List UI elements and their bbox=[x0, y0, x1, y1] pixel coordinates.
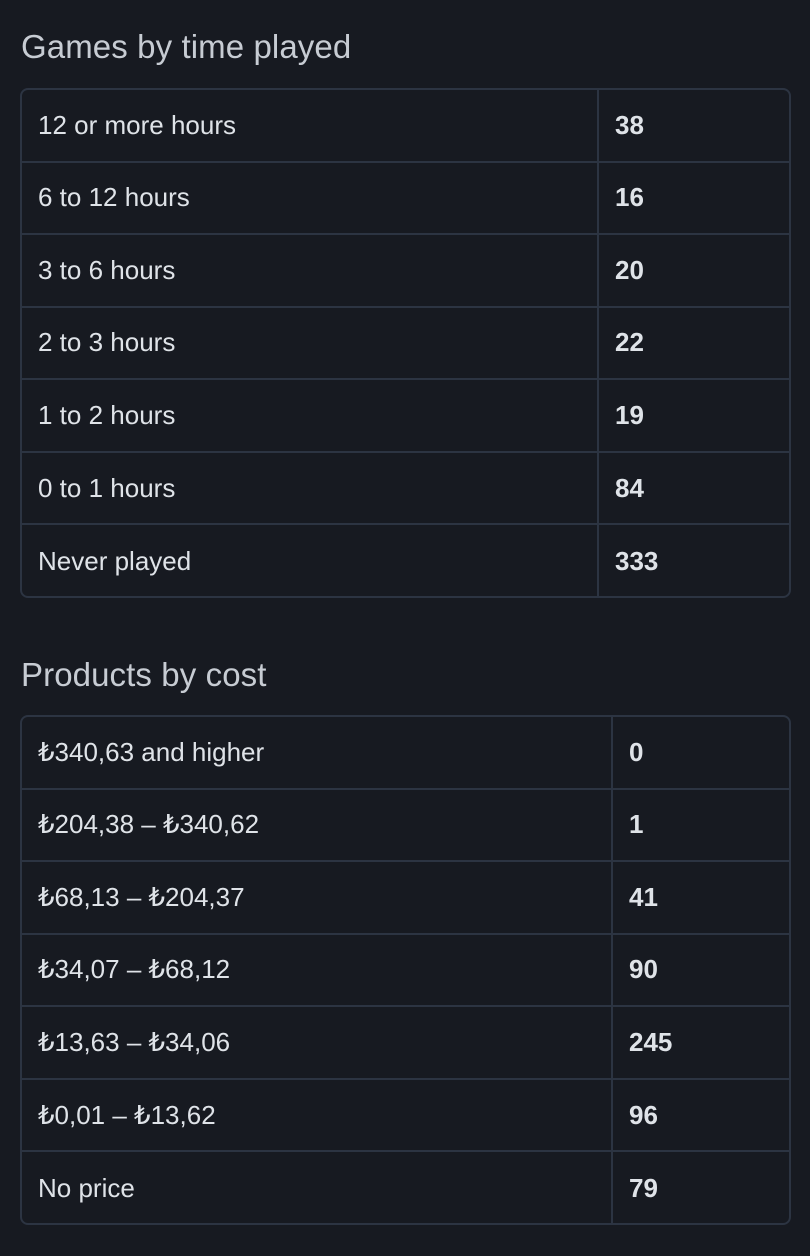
row-label: Never played bbox=[22, 525, 599, 596]
table-row: ₺68,13 – ₺204,37 41 bbox=[22, 862, 789, 935]
row-count: 90 bbox=[629, 954, 658, 985]
row-label: ₺34,07 – ₺68,12 bbox=[22, 934, 613, 1006]
table-row: 3 to 6 hours 20 bbox=[22, 235, 789, 308]
row-label: No price bbox=[22, 1152, 613, 1223]
row-label: ₺340,63 and higher bbox=[22, 717, 613, 788]
row-count: 245 bbox=[629, 1027, 673, 1058]
table-row: ₺34,07 – ₺68,12 90 bbox=[22, 934, 789, 1008]
table-row: 0 to 1 hours 84 bbox=[22, 452, 789, 526]
row-label: ₺68,13 – ₺204,37 bbox=[22, 862, 613, 933]
products-by-cost-table: ₺340,63 and higher 0 ₺204,38 – ₺340,62 1… bbox=[20, 715, 791, 1225]
games-by-time-table: 12 or more hours 38 6 to 12 hours 16 3 t… bbox=[20, 88, 791, 598]
row-count: 22 bbox=[615, 327, 644, 358]
row-label: ₺0,01 – ₺13,62 bbox=[22, 1079, 613, 1151]
row-label: 1 to 2 hours bbox=[22, 380, 599, 451]
row-count: 0 bbox=[629, 736, 644, 767]
row-count: 1 bbox=[629, 809, 644, 840]
row-count: 79 bbox=[629, 1173, 658, 1204]
row-label: 12 or more hours bbox=[22, 90, 599, 161]
table-row: 1 to 2 hours 19 bbox=[22, 380, 789, 453]
row-label: ₺13,63 – ₺34,06 bbox=[22, 1007, 613, 1078]
table-row: ₺340,63 and higher 0 bbox=[22, 717, 789, 790]
games-by-time-title: Games by time played bbox=[21, 28, 352, 65]
row-count: 84 bbox=[615, 472, 644, 503]
row-label: 0 to 1 hours bbox=[22, 452, 599, 524]
row-count: 333 bbox=[615, 546, 659, 577]
table-row: Never played 333 bbox=[22, 525, 789, 596]
table-row: ₺204,38 – ₺340,62 1 bbox=[22, 789, 789, 863]
products-by-cost-title: Products by cost bbox=[21, 656, 267, 693]
row-count: 41 bbox=[629, 881, 658, 912]
row-label: 6 to 12 hours bbox=[22, 162, 599, 234]
table-row: ₺0,01 – ₺13,62 96 bbox=[22, 1079, 789, 1153]
row-count: 19 bbox=[615, 400, 644, 431]
table-row: No price 79 bbox=[22, 1152, 789, 1223]
table-row: 12 or more hours 38 bbox=[22, 90, 789, 163]
row-label: 3 to 6 hours bbox=[22, 235, 599, 306]
table-row: 2 to 3 hours 22 bbox=[22, 307, 789, 381]
table-row: 6 to 12 hours 16 bbox=[22, 162, 789, 236]
row-count: 16 bbox=[615, 182, 644, 213]
row-count: 38 bbox=[615, 109, 644, 140]
table-row: ₺13,63 – ₺34,06 245 bbox=[22, 1007, 789, 1080]
row-count: 20 bbox=[615, 254, 644, 285]
row-count: 96 bbox=[629, 1099, 658, 1130]
row-label: ₺204,38 – ₺340,62 bbox=[22, 789, 613, 861]
row-label: 2 to 3 hours bbox=[22, 307, 599, 379]
